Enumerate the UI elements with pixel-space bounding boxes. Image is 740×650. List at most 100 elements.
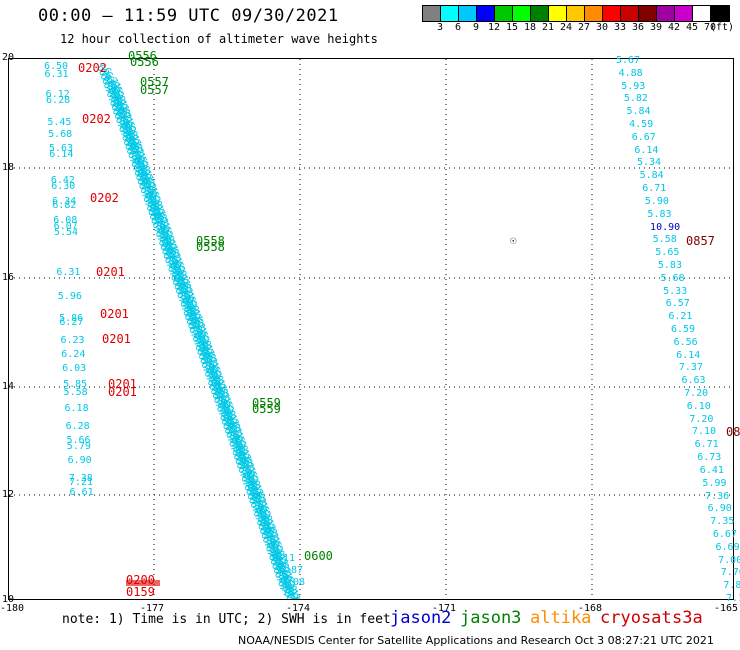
legend-label: 3	[436, 22, 444, 33]
legend-swatch	[585, 6, 603, 21]
swh-value: 7.20	[684, 388, 709, 400]
legend-label: 21	[541, 22, 555, 33]
swh-value: 6.27	[59, 317, 84, 328]
swh-value: 6.23	[60, 335, 85, 346]
time-label-0202: 0202	[78, 61, 107, 75]
legend-label: 30	[595, 22, 609, 33]
swh-value: 7.35	[710, 516, 735, 528]
swh-value: 5.65	[655, 247, 680, 259]
swh-value: 6.14	[49, 149, 74, 160]
legend-label: 39	[649, 22, 663, 33]
swh-value: 6.61	[69, 487, 94, 498]
time-label-0201: 0201	[108, 377, 137, 391]
swh-value: 6.57	[665, 298, 690, 310]
legend-label: 18	[523, 22, 537, 33]
swh-value: 7.76	[720, 567, 740, 579]
lon-label-177: -177	[140, 603, 165, 614]
swh-value: 6.31	[44, 69, 69, 80]
legend-swatch	[603, 6, 621, 21]
time-label-0556: 0556	[130, 55, 159, 69]
legend-label: (ft)	[709, 22, 735, 33]
swh-value: 6.90	[707, 503, 732, 515]
swh-value: 5.79	[66, 441, 91, 452]
time-label-0201: 0201	[108, 385, 137, 399]
legend-label: 24	[559, 22, 573, 33]
swh-value: 6.59	[671, 324, 696, 335]
map-subtitle: 12 hour collection of altimeter wave hei…	[60, 32, 378, 46]
grid-lines: 6.626.716.716.856.856.026.026.506.507.11…	[9, 59, 733, 599]
wave-height-color-legend	[422, 5, 730, 22]
swh-value: 6.07	[53, 221, 78, 232]
swh-value: 6.21	[668, 311, 693, 323]
swh-value: 6.73	[697, 452, 722, 464]
swh-value: 7.00	[718, 554, 740, 566]
swh-value: 6.50	[44, 61, 69, 72]
swh-value: 5.82	[623, 93, 648, 105]
legend-label: 12	[487, 22, 501, 33]
swh-value: 5.96	[57, 291, 82, 302]
map-plot-area: 6.62 6.71 6.71 6.85 6.85 6.02 6.02 6.50 6.50 7.11…	[8, 58, 734, 600]
swh-value: 6.28	[46, 95, 71, 106]
time-label-08-cut: 08	[726, 425, 740, 439]
legend-swatch	[441, 6, 459, 21]
legend-swatch	[459, 6, 477, 21]
map-title: 00:00 – 11:59 UTC 09/30/2021	[38, 6, 339, 26]
swh-value: 5.66	[66, 435, 91, 446]
swh-value: 5.68	[660, 272, 685, 284]
swh-value: 6.03	[62, 363, 87, 374]
swh-value: 7.8	[723, 580, 740, 592]
swh-value: 5.84	[626, 106, 651, 118]
swh-value: 5.84	[639, 170, 664, 182]
time-label-0600: 0600	[304, 549, 333, 563]
time-label-0159: 0159	[126, 585, 155, 599]
swh-value: 5.83	[657, 259, 682, 271]
lat-label-12: 12	[2, 489, 15, 500]
time-label-0558: 0558	[196, 234, 225, 248]
swh-value: 6.71	[694, 439, 719, 451]
swh-value: 7.36	[705, 490, 730, 502]
time-label-0202: 0202	[90, 191, 119, 205]
lat-label-10: 10	[2, 594, 15, 605]
swh-value: 6.14	[676, 349, 701, 361]
swh-value: 7.1	[726, 593, 740, 604]
legend-swatch	[693, 6, 711, 21]
swh-value: 6.31	[56, 267, 81, 278]
overlapping-time-labels	[126, 580, 160, 586]
legend-label: 36	[631, 22, 645, 33]
time-label-0557: 0557	[140, 75, 169, 89]
jason3-track-values: 6.626.716.716.856.856.026.026.506.507.11…	[94, 59, 305, 599]
legend-swatch	[477, 6, 495, 21]
swh-value: 5.68	[48, 129, 73, 140]
time-label-0201: 0201	[100, 307, 129, 321]
lon-label-171: -171	[432, 603, 457, 614]
legend-label: 15	[505, 22, 519, 33]
time-label-0557: 0557	[140, 83, 169, 97]
time-label-0857: 0857	[686, 234, 715, 248]
swh-value: 6.24	[61, 349, 86, 360]
swh-value: 5.90	[644, 195, 669, 207]
swh-value: 10.90	[650, 221, 681, 233]
swh-value: 6.90	[67, 455, 92, 466]
legend-label: 6	[454, 22, 462, 33]
swh-value: 6.10	[686, 400, 711, 412]
swh-value: 5.99	[702, 477, 727, 489]
time-label-0556: 0556	[128, 49, 157, 63]
swh-value: 6.67	[712, 528, 737, 540]
legend-label: 33	[613, 22, 627, 33]
lat-label-20: 20	[2, 52, 15, 63]
swh-value: 7.10	[691, 426, 717, 438]
lon-label-180: -180	[0, 603, 25, 614]
satellite-label-cryosat: cryosat	[600, 608, 672, 628]
swh-value: 7.11	[271, 553, 295, 564]
satellite-label-jason3: jason3	[460, 608, 522, 628]
swh-value: 6.56	[673, 336, 698, 348]
legend-swatch	[423, 6, 441, 21]
swh-value: 5.63	[48, 143, 73, 154]
swh-value: 6.87	[279, 565, 303, 576]
swh-value: 6.08	[53, 215, 78, 226]
swh-value: 6.63	[681, 375, 706, 387]
legend-label: 70	[703, 22, 717, 33]
legend-swatch	[711, 6, 729, 21]
swh-value: 6.30	[51, 181, 76, 192]
lon-label-168: -168	[578, 603, 603, 614]
